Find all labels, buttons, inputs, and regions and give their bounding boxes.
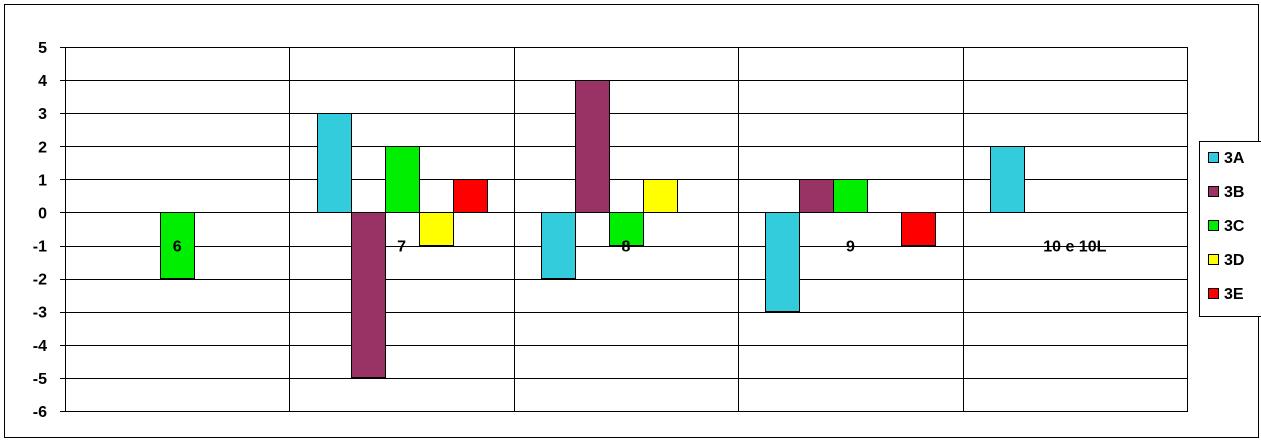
bar-3c-9: [833, 179, 868, 213]
bar-3a-7: [317, 113, 352, 213]
y-tick-label: 5: [38, 40, 47, 57]
axes: [60, 47, 1187, 412]
y-tick-label: 1: [38, 172, 47, 189]
y-tick-label: 3: [38, 106, 47, 123]
bar-3b-9: [799, 179, 834, 213]
bar-3c-6: [160, 212, 195, 279]
y-tick-label: -2: [33, 272, 47, 289]
y-tick-label: -5: [33, 371, 47, 388]
bar-3b-8: [575, 80, 610, 213]
legend-swatch: [1208, 220, 1219, 231]
bar-3a-10-e-10L: [990, 146, 1025, 213]
category-label: 7: [397, 239, 406, 256]
legend-swatch: [1208, 186, 1219, 197]
y-tick-label: 4: [38, 73, 47, 90]
bar-3c-8: [609, 212, 644, 246]
y-axis-ticks: 5 4 3 2 1 0 -1 -2 -3 -4 -5 -6: [33, 40, 47, 421]
category-label: 8: [622, 239, 631, 256]
legend-swatch: [1208, 152, 1219, 163]
bar-3d-7: [419, 212, 454, 246]
y-tick-label: 2: [38, 139, 47, 156]
legend-label: 3C: [1224, 218, 1245, 235]
legend-swatch: [1208, 254, 1219, 265]
legend-label: 3E: [1224, 286, 1244, 303]
category-label: 10 e 10L: [1043, 239, 1106, 256]
category-label: 9: [846, 239, 855, 256]
legend-swatch: [1208, 288, 1219, 299]
bar-3b-7: [351, 212, 386, 378]
bar-3d-8: [643, 179, 678, 213]
legend-label: 3A: [1224, 150, 1245, 167]
category-label: 6: [173, 239, 182, 256]
y-tick-label: -1: [33, 239, 47, 256]
y-tick-label: 0: [38, 205, 47, 222]
y-tick-label: -6: [33, 404, 47, 421]
legend-label: 3D: [1224, 252, 1244, 269]
bar-3a-9: [765, 212, 800, 312]
y-tick-label: -3: [33, 305, 47, 322]
bars: [160, 80, 1025, 378]
bar-3a-8: [541, 212, 576, 279]
bar-3c-7: [385, 146, 420, 213]
y-tick-label: -4: [33, 338, 47, 355]
legend-label: 3B: [1224, 184, 1244, 201]
bar-3e-9: [901, 212, 936, 246]
category-labels: 6 7 8 9 10 e 10L: [173, 239, 1107, 256]
legend: 3A 3B 3C 3D 3E: [1199, 141, 1261, 317]
bar-3e-7: [453, 179, 488, 213]
